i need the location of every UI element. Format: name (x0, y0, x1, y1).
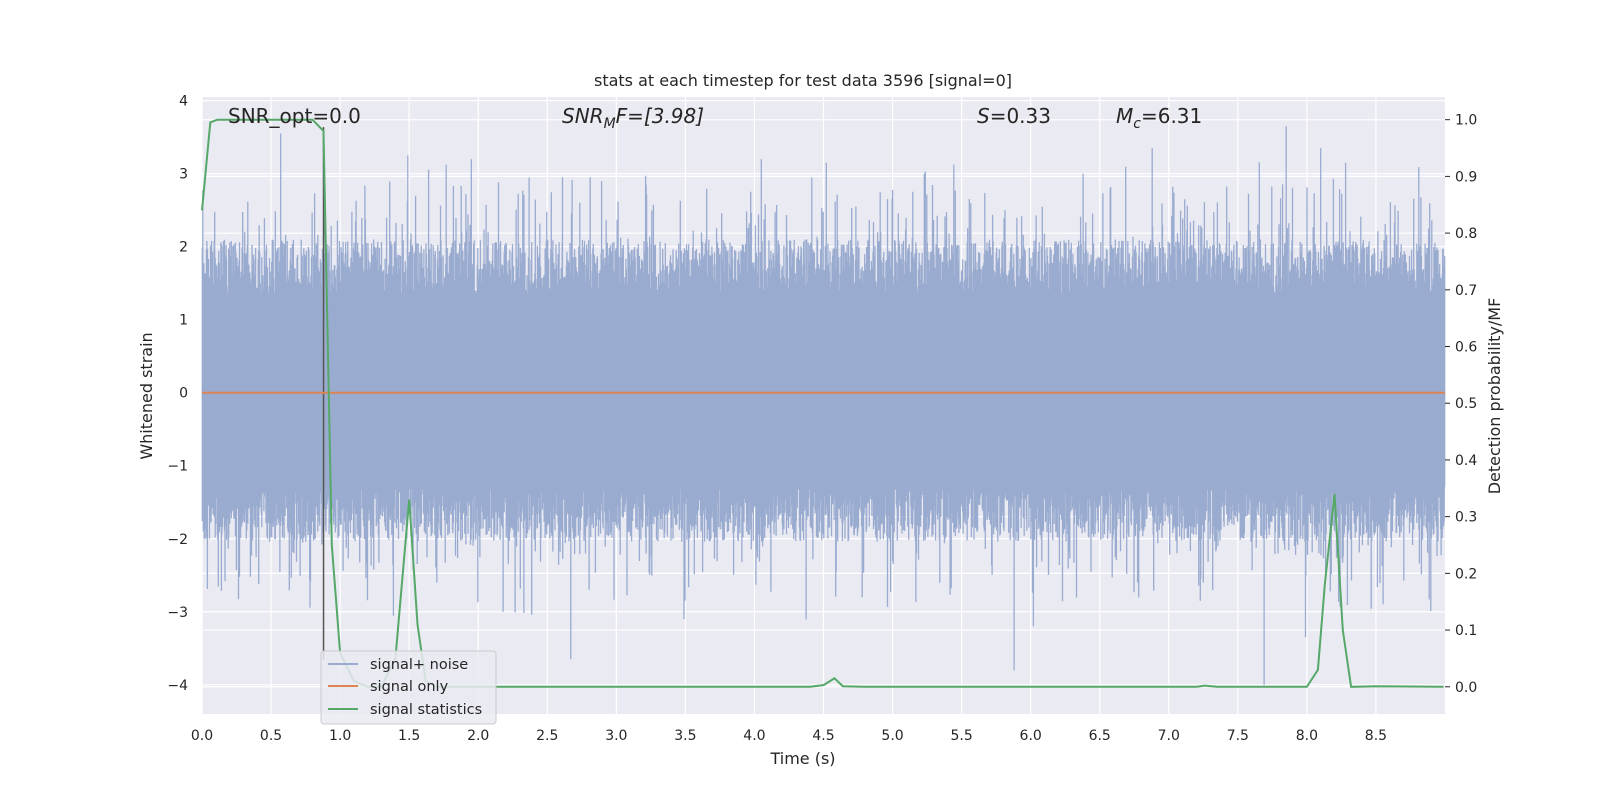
y-tick-label: 1 (179, 313, 188, 329)
snr-mf-label: SNR (562, 104, 604, 128)
x-tick-label: 4.0 (743, 728, 765, 744)
legend-box (320, 650, 497, 725)
x-axis-label: Time (s) (769, 749, 835, 768)
y-right-tick-label: 0.7 (1455, 283, 1477, 299)
y-right-tick-label: 0.9 (1455, 169, 1477, 185)
y-right-tick-label: 0.5 (1455, 396, 1477, 412)
chart-title: stats at each timestep for test data 359… (594, 71, 1012, 90)
snr-mf-sub: M (604, 116, 616, 132)
annotation-s: S=0.33 (977, 104, 1051, 128)
x-tick-label: 3.0 (605, 728, 627, 744)
y-tick-label: −1 (167, 459, 188, 475)
x-tick-label: 3.5 (674, 728, 696, 744)
signal-statistics-line (201, 118, 1444, 688)
line-series (201, 118, 1445, 688)
y-tick-label: 3 (179, 167, 188, 183)
y-tick-label: −4 (167, 678, 188, 694)
legend: signal+ noise signal only signal statist… (320, 650, 497, 725)
legend-label-signal-noise: signal+ noise (370, 657, 468, 673)
y-right-tick-label: 0.6 (1455, 340, 1477, 356)
x-tick-label: 7.0 (1158, 728, 1180, 744)
x-tick-label: 8.5 (1365, 728, 1387, 744)
x-tick-label: 8.0 (1296, 728, 1318, 744)
legend-label-signal-statistics: signal statistics (370, 702, 482, 718)
annotation-mc: Mc=6.31 (1116, 104, 1202, 132)
annotation-snr-opt: SNR_opt=0.0 (228, 104, 361, 128)
x-tick-label: 1.5 (398, 728, 420, 744)
x-tick-label: 6.5 (1089, 728, 1111, 744)
x-tick-label: 5.0 (881, 728, 903, 744)
x-tick-label: 2.5 (536, 728, 558, 744)
x-tick-label: 7.5 (1227, 728, 1249, 744)
s-label: S (977, 104, 990, 128)
x-tick-label: 5.5 (950, 728, 972, 744)
y-tick-label: 0 (179, 386, 188, 402)
y-tick-label: 4 (179, 94, 188, 110)
mc-sub: c (1133, 116, 1141, 132)
x-tick-label: 6.0 (1020, 728, 1042, 744)
x-tick-label: 4.5 (812, 728, 834, 744)
mc-value: =6.31 (1141, 104, 1202, 128)
y-axis-right-label: Detection probability/MF (1485, 298, 1504, 495)
y-tick-label: 2 (179, 240, 188, 256)
y-right-tick-label: 0.4 (1455, 453, 1477, 469)
x-tick-label: 1.0 (329, 728, 351, 744)
y-tick-label: −2 (167, 532, 188, 548)
noise-series (201, 126, 1446, 685)
y-tick-label: −3 (167, 605, 188, 621)
legend-label-signal-only: signal only (370, 679, 449, 695)
noise-trace (201, 126, 1446, 685)
y-right-tick-label: 0.8 (1455, 226, 1477, 242)
x-tick-label: 2.0 (467, 728, 489, 744)
x-tick-label: 0.5 (260, 728, 282, 744)
snr-mf-value: F=[3.98] (616, 104, 704, 128)
x-tick-label: 0.0 (191, 728, 213, 744)
y-right-tick-label: 1.0 (1455, 113, 1477, 129)
mc-label: M (1116, 104, 1133, 128)
y-axis-label: Whitened strain (137, 332, 156, 459)
y-right-tick-label: 0.3 (1455, 510, 1477, 526)
y-right-tick-label: 0.1 (1455, 623, 1477, 639)
s-value: =0.33 (990, 104, 1051, 128)
ticks: 0.0 0.5 1.0 1.5 2.0 2.5 3.0 3.5 4.0 4.5 5.0 5.5 6.0 6… (167, 94, 1477, 744)
y-right-tick-label: 0.2 (1455, 566, 1477, 582)
y-right-tick-label: 0.0 (1455, 680, 1477, 696)
annotation-snr-mf: SNRMF=[3.98] (562, 104, 704, 132)
